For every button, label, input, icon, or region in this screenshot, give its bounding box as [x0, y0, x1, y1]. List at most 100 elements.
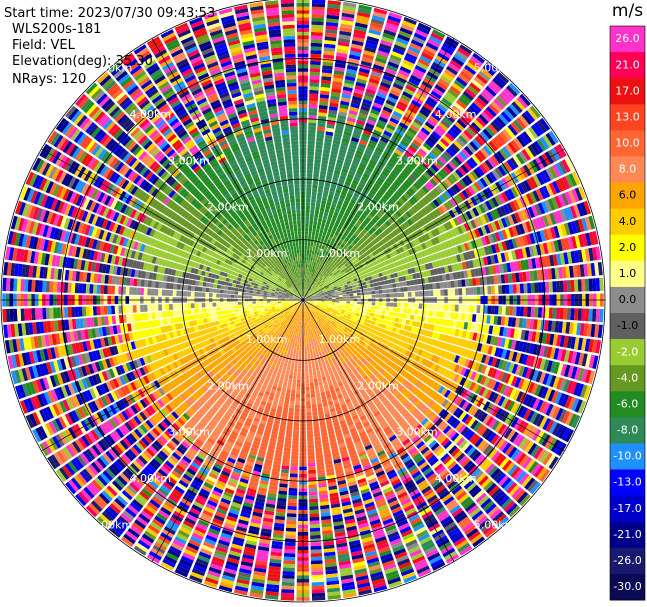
velocity-gate: [348, 143, 357, 150]
velocity-gate: [342, 89, 352, 96]
velocity-gate: [318, 105, 328, 110]
velocity-gate: [336, 249, 341, 254]
velocity-gate: [309, 335, 313, 340]
velocity-gate: [309, 97, 319, 102]
velocity-gate: [329, 209, 335, 215]
velocity-gate: [394, 149, 403, 157]
velocity-gate: [309, 371, 313, 376]
velocity-gate: [357, 295, 361, 299]
velocity-gate: [355, 81, 366, 88]
velocity-gate: [334, 63, 346, 69]
velocity-gate: [385, 22, 399, 30]
velocity-gate: [336, 48, 349, 54]
velocity-gate: [455, 76, 468, 87]
velocity-gate: [317, 123, 326, 128]
velocity-gate: [370, 283, 375, 288]
velocity-gate: [312, 371, 317, 376]
velocity-gate: [323, 186, 330, 191]
velocity-gate: [380, 196, 388, 204]
velocity-gate: [592, 308, 597, 322]
velocity-gate: [410, 285, 415, 291]
velocity-gate: [341, 168, 349, 174]
velocity-gate: [325, 29, 338, 34]
velocity-gate: [311, 364, 316, 369]
velocity-gate: [392, 82, 404, 91]
velocity-gate: [340, 248, 346, 253]
velocity-gate: [316, 259, 320, 264]
velocity-gate: [362, 281, 367, 286]
velocity-gate: [478, 70, 491, 82]
velocity-gate: [309, 346, 312, 351]
velocity-gate: [413, 68, 425, 77]
velocity-gate: [382, 289, 387, 294]
velocity-gate: [307, 286, 310, 291]
velocity-gate: [307, 291, 311, 295]
velocity-gate: [346, 68, 357, 75]
velocity-gate: [311, 360, 315, 365]
velocity-gate: [305, 375, 309, 380]
velocity-gate: [305, 285, 307, 290]
velocity-gate: [354, 85, 365, 92]
velocity-gate: [364, 291, 368, 295]
velocity-gate: [312, 228, 316, 233]
velocity-gate: [321, 298, 325, 300]
velocity-gate: [346, 303, 350, 306]
velocity-gate: [545, 281, 550, 293]
velocity-gate: [305, 231, 309, 235]
velocity-gate: [304, 357, 308, 362]
velocity-gate: [367, 192, 375, 199]
velocity-gate: [309, 379, 314, 384]
velocity-gate: [305, 383, 310, 387]
velocity-gate: [347, 173, 354, 180]
velocity-gate: [316, 275, 320, 279]
velocity-gate: [397, 33, 411, 42]
velocity-gate: [338, 295, 343, 297]
velocity-gate: [364, 46, 377, 53]
velocity-gate: [310, 531, 321, 536]
velocity-gate: [324, 32, 337, 38]
velocity-gate: [371, 305, 376, 310]
velocity-gate: [314, 385, 320, 390]
velocity-gate: [358, 71, 369, 78]
velocity-gate: [350, 140, 358, 146]
velocity-gate: [439, 282, 444, 289]
velocity-gate: [309, 268, 313, 273]
velocity-gate: [307, 264, 310, 268]
velocity-gate: [305, 263, 308, 268]
velocity-gate: [311, 571, 324, 576]
velocity-gate: [469, 82, 481, 93]
velocity-gate: [332, 226, 337, 232]
velocity-gate: [309, 89, 319, 94]
velocity-gate: [318, 112, 327, 117]
velocity-gate: [432, 29, 446, 39]
velocity-gate: [309, 246, 313, 251]
velocity-gate: [358, 207, 365, 214]
velocity-gate: [574, 279, 579, 292]
velocity-gate: [311, 404, 317, 409]
velocity-gate: [321, 68, 333, 74]
velocity-gate: [316, 458, 324, 463]
velocity-gate: [363, 311, 368, 315]
velocity-gate: [338, 197, 345, 203]
velocity-gate: [306, 401, 311, 405]
velocity-gate: [426, 118, 437, 127]
velocity-gate: [307, 350, 310, 355]
velocity-gate: [389, 117, 400, 125]
velocity-gate: [306, 249, 310, 254]
velocity-gate: [382, 74, 394, 82]
velocity-gate: [364, 295, 369, 299]
velocity-gate: [498, 285, 503, 295]
velocity-gate: [329, 241, 334, 246]
velocity-gate: [342, 245, 348, 251]
velocity-gate: [498, 305, 503, 315]
velocity-gate: [407, 291, 412, 297]
velocity-gate: [320, 248, 324, 253]
velocity-gate: [534, 282, 539, 293]
velocity-gate: [355, 312, 360, 317]
velocity-gate: [545, 307, 550, 319]
velocity-gate: [354, 231, 360, 237]
velocity-gate: [325, 131, 334, 136]
velocity-gate: [307, 140, 315, 145]
velocity-gate: [372, 153, 381, 160]
velocity-gate: [369, 211, 376, 217]
